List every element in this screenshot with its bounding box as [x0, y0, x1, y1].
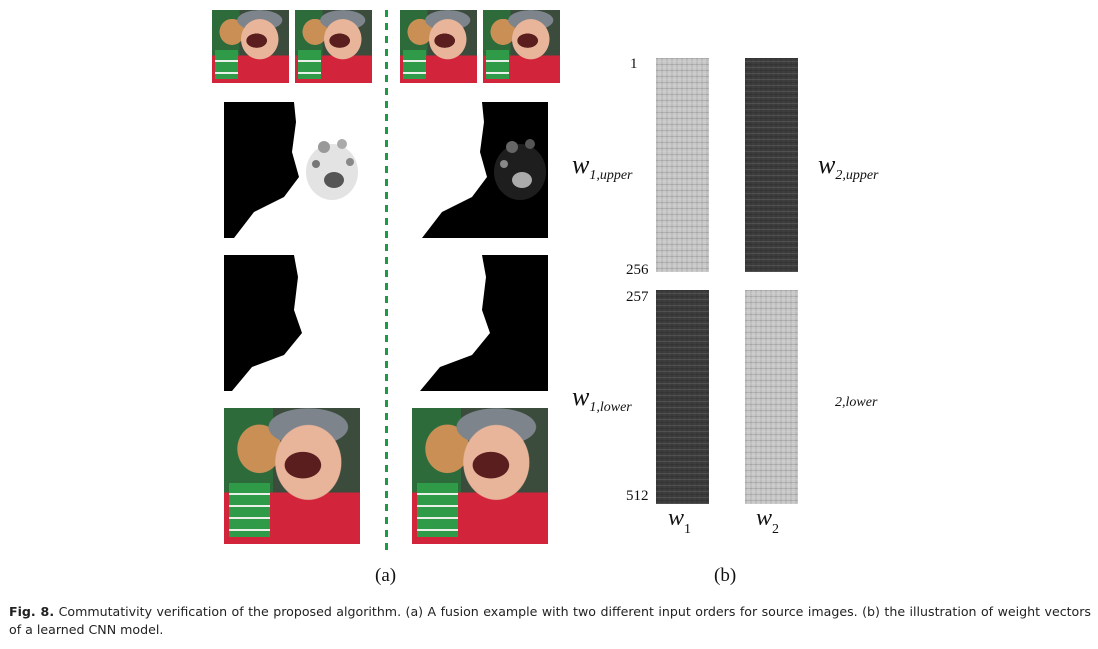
weight-bar-w1-upper: [656, 58, 709, 272]
decision-map-right: [412, 102, 548, 238]
weight-bar-w2-lower: [745, 290, 798, 504]
row-tick-256: 256: [626, 262, 649, 278]
label-w2-lower: 2,lower: [835, 395, 878, 410]
fused-image-left: [224, 408, 360, 544]
figure-caption: Fig. 8. Commutativity verification of th…: [9, 603, 1091, 639]
source-image-b-left: [295, 10, 372, 83]
column-label-w2: w2: [756, 505, 780, 537]
row-tick-257: 257: [626, 289, 649, 305]
row-tick-512: 512: [626, 488, 649, 504]
decision-map-left: [224, 102, 360, 238]
weight-bar-w2-upper: [745, 58, 798, 272]
panel-divider: [385, 10, 388, 555]
label-w2-upper: w2,upper: [818, 150, 879, 183]
source-image-a-right: [400, 10, 477, 83]
refined-map-right: [412, 255, 548, 391]
panel-a-label: (a): [375, 565, 397, 586]
label-w1-upper: w1,upper: [572, 150, 633, 183]
caption-text: Commutativity verification of the propos…: [9, 604, 1091, 637]
label-w1-lower: w1,lower: [572, 382, 632, 415]
column-label-w1: w1: [668, 505, 692, 537]
source-image-b-right: [483, 10, 560, 83]
panel-b-label: (b): [714, 565, 737, 586]
fused-image-right: [412, 408, 548, 544]
weight-bar-w1-lower: [656, 290, 709, 504]
source-image-a-left: [212, 10, 289, 83]
row-tick-1: 1: [630, 56, 638, 72]
caption-label: Fig. 8.: [9, 604, 55, 619]
refined-map-left: [224, 255, 360, 391]
